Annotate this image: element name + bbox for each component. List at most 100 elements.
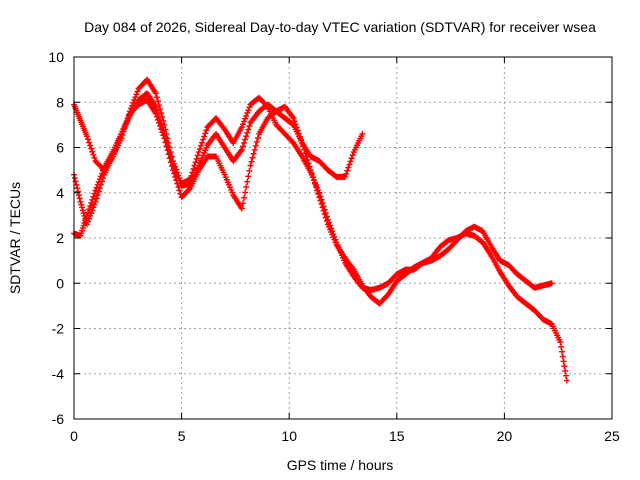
data-point-marker [249,154,256,161]
data-point-marker [75,188,82,195]
data-point-marker [90,193,97,200]
data-point-marker [163,143,170,150]
data-point-marker [160,132,167,139]
data-point-marker [77,198,84,205]
y-tick-label: -2 [52,321,65,337]
data-point-marker [161,135,168,142]
data-point-marker [161,121,168,128]
x-tick-label: 20 [497,428,513,444]
data-point-marker [92,187,99,194]
data-point-marker [93,184,100,191]
data-point-marker [167,159,174,166]
data-point-marker [189,169,196,176]
data-point-marker [303,153,310,160]
data-point-marker [323,218,330,225]
data-point-marker [250,150,257,157]
data-point-marker [305,160,312,167]
data-point-marker [176,187,183,194]
data-point-marker [162,139,169,146]
data-point-marker [304,156,311,163]
data-point-marker [238,124,245,131]
y-axis-label: SDTVAR / TECUs [7,182,23,294]
data-point-marker [343,170,350,177]
data-point-marker [96,176,103,183]
data-point-marker [242,136,249,143]
y-tick-label: 10 [48,49,64,65]
y-tick-label: 2 [56,230,64,246]
data-point-marker [152,110,159,117]
data-point-marker [245,107,252,114]
data-point-marker [175,172,182,179]
data-point-marker [190,165,197,172]
data-point-marker [252,142,259,149]
data-point-marker [165,151,172,158]
data-point-marker [87,142,94,149]
data-point-marker [94,192,101,199]
data-point-marker [76,195,83,202]
data-point-marker [88,210,95,217]
data-point-marker [296,133,303,140]
data-point-marker [243,112,250,119]
data-point-marker [349,152,356,159]
data-point-marker [195,149,202,156]
x-axis-label: GPS time / hours [287,457,394,473]
data-point-marker [247,162,254,169]
data-point-marker [91,201,98,208]
data-point-marker [246,123,253,130]
data-point-marker [561,363,568,370]
data-point-marker [90,204,97,211]
data-point-marker [174,180,181,187]
data-point-marker [307,167,314,174]
data-point-marker [71,175,78,182]
data-point-marker [86,139,93,146]
data-point-marker [290,115,297,122]
grid-lines [74,57,612,419]
data-point-marker [557,339,564,346]
data-point-marker [241,194,248,201]
data-point-marker [156,102,163,109]
data-point-marker [159,129,166,136]
data-point-marker [130,99,137,106]
data-point-marker [188,172,195,179]
data-point-marker [95,179,102,186]
series-track-c [71,96,570,384]
data-point-marker [93,195,100,202]
data-point-marker [243,184,250,191]
data-point-marker [168,163,175,170]
data-point-marker [344,167,351,174]
data-point-marker [84,136,91,143]
data-point-marker [558,348,565,355]
data-point-marker [157,123,164,130]
data-point-marker [176,175,183,182]
x-tick-label: 10 [281,428,297,444]
data-point-marker [312,180,319,187]
data-point-marker [298,136,305,143]
data-point-marker [254,134,261,141]
data-point-marker [560,358,567,365]
data-point-marker [100,167,107,174]
data-point-marker [83,212,90,219]
data-point-marker [98,170,105,177]
x-tick-label: 25 [604,428,620,444]
y-tick-label: 4 [56,185,64,201]
data-point-marker [322,214,329,221]
data-point-marker [79,207,86,214]
data-point-marker [171,170,178,177]
data-point-marker [347,158,354,165]
data-point-marker [301,146,308,153]
data-point-marker [320,207,327,214]
data-point-marker [91,190,98,197]
data-point-marker [87,203,94,210]
data-point-marker [88,145,95,152]
data-point-marker [94,181,101,188]
data-point-marker [310,177,317,184]
data-point-marker [90,151,97,158]
chart-title: Day 084 of 2026, Sidereal Day-to-day VTE… [84,19,596,35]
data-point-marker [308,170,315,177]
data-point-marker [314,187,321,194]
data-point-marker [562,367,569,374]
data-point-marker [74,185,81,192]
data-point-marker [194,152,201,159]
data-point-marker [246,167,253,174]
data-point-marker [242,115,249,122]
